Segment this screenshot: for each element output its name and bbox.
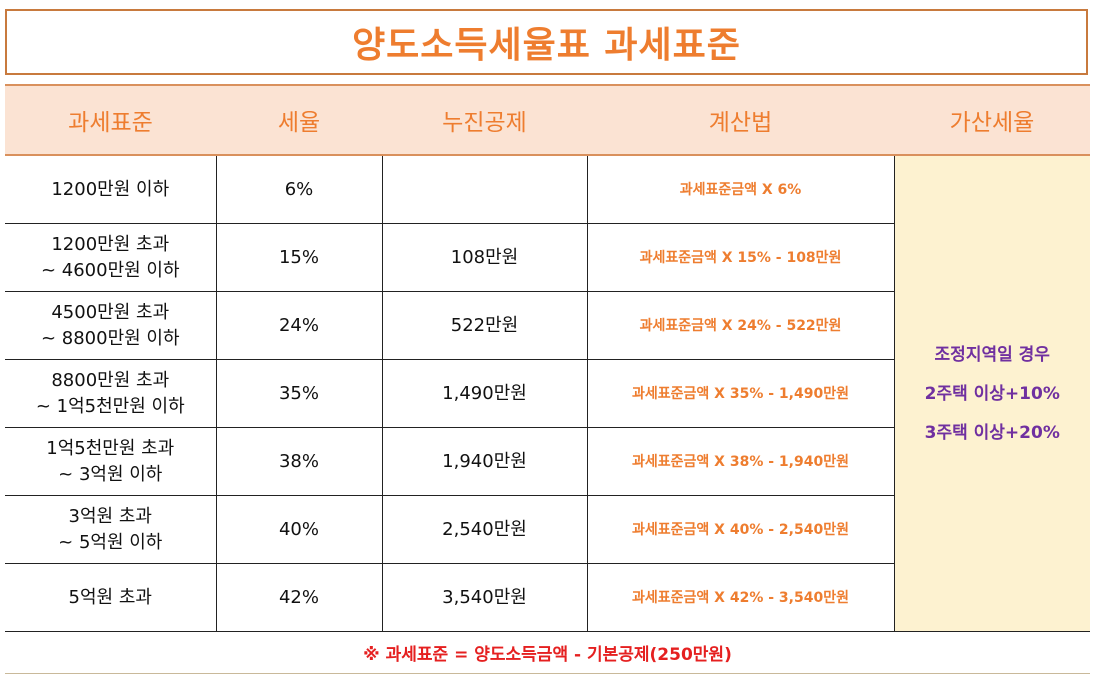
formula-cell: 과세표준금액 X 40% - 2,540만원 [586, 495, 895, 564]
formula-cell: 과세표준금액 X 24% - 522만원 [586, 291, 895, 360]
bracket-cell: 5억원 초과 [5, 563, 217, 632]
surcharge-condition: 조정지역일 경우 [934, 344, 1050, 365]
rate-cell: 24% [215, 291, 383, 360]
bracket-cell: 1200만원 이하 [5, 154, 217, 224]
page-title: 양도소득세율표 과세표준 [352, 25, 741, 66]
surcharge-three-homes: 3주택 이상+20% [924, 422, 1060, 443]
deduction-cell: 3,540만원 [381, 563, 588, 632]
tax-rate-table: 과세표준 세율 누진공제 계산법 가산세율 1200만원 이하 6% 과세표준금… [5, 84, 1090, 632]
table-row: 4500만원 초과 ~ 8800만원 이하 24% 522만원 과세표준금액 X … [5, 291, 1090, 360]
title-box: 양도소득세율표 과세표준 [5, 9, 1088, 75]
rate-cell: 40% [215, 495, 383, 564]
rate-cell: 15% [215, 223, 383, 292]
table-row: 3억원 초과 ~ 5억원 이하 40% 2,540만원 과세표준금액 X 40% … [5, 495, 1090, 564]
bracket-cell: 1200만원 초과 ~ 4600만원 이하 [5, 223, 217, 292]
rate-cell: 6% [215, 154, 383, 224]
deduction-cell [381, 154, 588, 224]
header-progressive-deduction: 누진공제 [382, 84, 587, 156]
table-row: 1200만원 초과 ~ 4600만원 이하 15% 108만원 과세표준금액 X … [5, 223, 1090, 292]
formula-cell: 과세표준금액 X 35% - 1,490만원 [586, 359, 895, 428]
table-row: 1200만원 이하 6% 과세표준금액 X 6% 조정지역일 경우 2주택 이상… [5, 154, 1090, 632]
bracket-cell: 1억5천만원 초과 ~ 3억원 이하 [5, 427, 217, 496]
table-row: 1억5천만원 초과 ~ 3억원 이하 38% 1,940만원 과세표준금액 X 3… [5, 427, 1090, 496]
rate-cell: 38% [215, 427, 383, 496]
tax-base-formula-note: ※ 과세표준 = 양도소득금액 - 기본공제(250만원) [5, 632, 1090, 674]
deduction-cell: 108만원 [381, 223, 588, 292]
header-surcharge-rate: 가산세율 [894, 84, 1090, 156]
header-calculation-method: 계산법 [587, 84, 894, 156]
surcharge-cell: 조정지역일 경우 2주택 이상+10% 3주택 이상+20% [893, 154, 1090, 632]
formula-cell: 과세표준금액 X 42% - 3,540만원 [586, 563, 895, 632]
header-tax-base: 과세표준 [5, 84, 216, 156]
rate-cell: 42% [215, 563, 383, 632]
formula-cell: 과세표준금액 X 6% [586, 154, 895, 224]
deduction-cell: 522만원 [381, 291, 588, 360]
deduction-cell: 1,940만원 [381, 427, 588, 496]
deduction-cell: 1,490만원 [381, 359, 588, 428]
rate-cell: 35% [215, 359, 383, 428]
formula-cell: 과세표준금액 X 38% - 1,940만원 [586, 427, 895, 496]
table-row: 8800만원 초과 ~ 1억5천만원 이하 35% 1,490만원 과세표준금액 … [5, 359, 1090, 428]
table-row: 5억원 초과 42% 3,540만원 과세표준금액 X 42% - 3,540만… [5, 563, 1090, 632]
bracket-cell: 8800만원 초과 ~ 1억5천만원 이하 [5, 359, 217, 428]
header-tax-rate: 세율 [216, 84, 382, 156]
bracket-cell: 4500만원 초과 ~ 8800만원 이하 [5, 291, 217, 360]
bracket-cell: 3억원 초과 ~ 5억원 이하 [5, 495, 217, 564]
deduction-cell: 2,540만원 [381, 495, 588, 564]
note-text: ※ 과세표준 = 양도소득금액 - 기본공제(250만원) [363, 645, 732, 665]
formula-cell: 과세표준금액 X 15% - 108만원 [586, 223, 895, 292]
surcharge-two-homes: 2주택 이상+10% [924, 383, 1060, 404]
header-row: 과세표준 세율 누진공제 계산법 가산세율 [5, 84, 1090, 156]
